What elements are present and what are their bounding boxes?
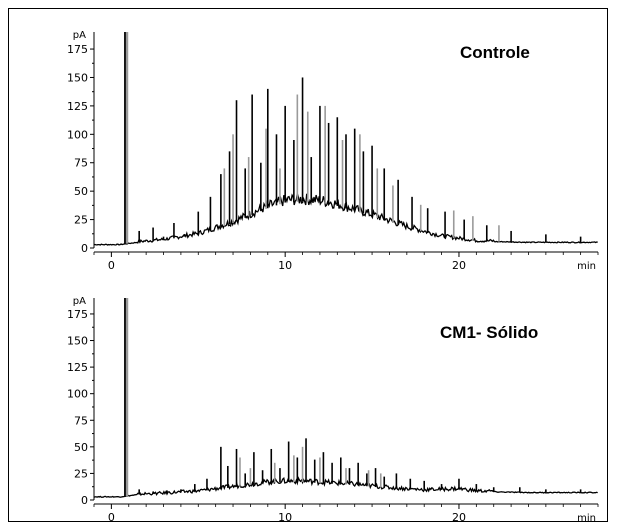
panel-1: Controle 0 25 50 75 100 125 150 175 pA 0 10 20 min [67, 30, 599, 272]
y-tick-label: 75 [74, 157, 88, 170]
y-tick-label: 150 [67, 71, 88, 84]
y-tick-label: 75 [74, 414, 88, 427]
panel-title: Controle [460, 43, 530, 62]
y-tick-label: 25 [74, 467, 88, 480]
y-tick-label: 25 [74, 214, 88, 227]
panel-title: CM1- Sólido [440, 323, 538, 342]
x-tick-label: 20 [452, 511, 466, 524]
y-tick-label: 50 [74, 441, 88, 454]
x-axis-label: min [577, 261, 596, 272]
y-tick-label: 0 [81, 494, 88, 507]
y-axis-label: pA [73, 30, 86, 41]
x-tick-label: 20 [452, 259, 466, 272]
series-peaks_black [124, 298, 582, 497]
figure-frame [8, 8, 608, 522]
y-axis-label: pA [73, 296, 86, 307]
y-tick-label: 50 [74, 185, 88, 198]
series-peaks_black [124, 32, 582, 244]
series-peaks_gray [125, 32, 500, 244]
x-tick-label: 0 [108, 259, 115, 272]
y-tick-label: 100 [67, 388, 88, 401]
series-peaks_gray [125, 298, 382, 496]
y-tick-label: 175 [67, 43, 88, 56]
x-tick-label: 0 [108, 511, 115, 524]
y-tick-label: 125 [67, 100, 88, 113]
y-tick-label: 175 [67, 308, 88, 321]
x-tick-label: 10 [278, 259, 292, 272]
y-tick-label: 100 [67, 128, 88, 141]
x-tick-label: 10 [278, 511, 292, 524]
y-tick-label: 150 [67, 335, 88, 348]
y-tick-label: 125 [67, 361, 88, 374]
y-tick-label: 0 [81, 242, 88, 255]
x-axis-label: min [577, 513, 596, 524]
